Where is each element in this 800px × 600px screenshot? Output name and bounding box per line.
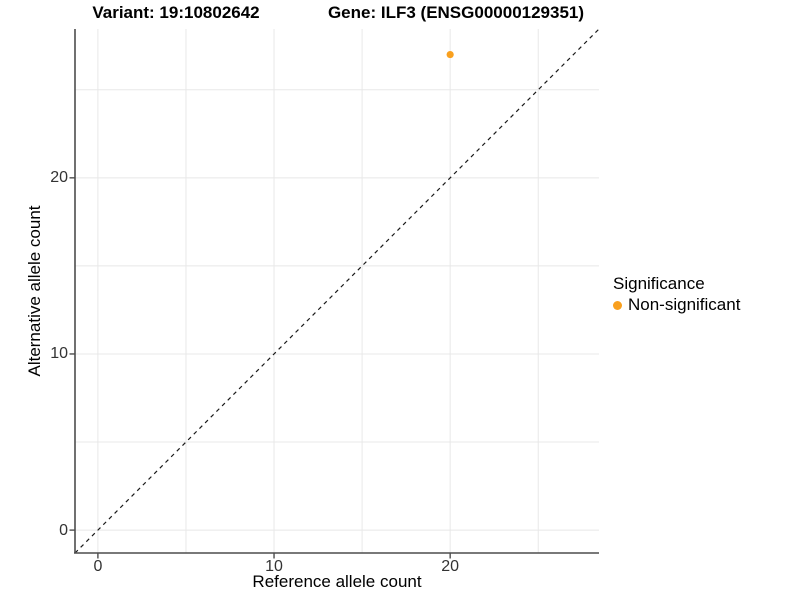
plot-title-variant: Variant: 19:10802642 [92, 3, 260, 22]
identity-reference-line [74, 28, 600, 554]
y-tick-label: 0 [59, 521, 68, 539]
data-point [446, 50, 454, 59]
x-axis-title: Reference allele count [252, 572, 422, 591]
plot-title-gene: Gene: ILF3 (ENSG00000129351) [327, 3, 585, 22]
x-tick-label: 20 [441, 558, 460, 575]
legend-item-non-significant: Non-significant [613, 295, 740, 315]
y-tick-label: 20 [50, 169, 68, 187]
legend-point-icon [613, 300, 622, 310]
legend-title: Significance [613, 274, 705, 293]
x-tick-label: 10 [265, 558, 283, 575]
legend: Significance Non-significant [613, 274, 740, 315]
y-tick-label: 10 [50, 345, 68, 363]
x-tick-label: 0 [93, 558, 103, 575]
legend-item-label: Non-significant [628, 295, 741, 314]
